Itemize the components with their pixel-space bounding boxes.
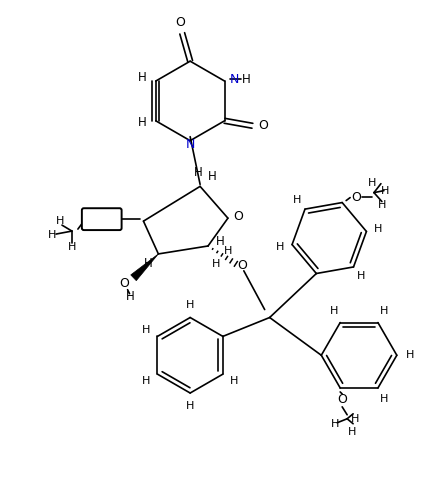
Text: H: H [293, 195, 301, 205]
Text: H: H [215, 235, 224, 247]
Text: H: H [351, 414, 359, 424]
Text: H: H [242, 72, 251, 86]
Text: H: H [378, 200, 386, 209]
Text: H: H [208, 170, 216, 183]
Polygon shape [131, 254, 158, 280]
Text: H: H [368, 178, 376, 188]
Text: H: H [138, 70, 146, 84]
Text: O: O [175, 16, 185, 29]
Text: H: H [329, 306, 338, 316]
Text: N: N [230, 72, 239, 86]
Text: H: H [381, 186, 389, 196]
Text: O: O [351, 191, 361, 204]
Text: H: H [348, 427, 356, 437]
Text: Abs: Abs [92, 214, 112, 224]
Text: O: O [233, 209, 243, 223]
Text: H: H [374, 225, 382, 234]
Text: H: H [186, 401, 194, 411]
Text: H: H [357, 271, 366, 281]
Text: O: O [120, 277, 129, 290]
Text: H: H [380, 394, 389, 404]
Text: H: H [230, 376, 238, 385]
Text: H: H [276, 242, 285, 252]
Text: H: H [144, 258, 153, 270]
Text: O: O [337, 393, 347, 406]
Text: H: H [380, 306, 389, 316]
Text: H: H [186, 299, 194, 310]
Text: H: H [138, 116, 146, 129]
Text: O: O [237, 260, 247, 272]
Text: N: N [185, 138, 195, 151]
Text: H: H [405, 350, 414, 360]
Text: O: O [258, 119, 268, 132]
Text: H: H [212, 259, 220, 269]
FancyBboxPatch shape [82, 208, 122, 230]
Text: H: H [126, 290, 135, 303]
Text: H: H [142, 325, 150, 335]
Text: H: H [48, 230, 56, 240]
Text: H: H [224, 246, 232, 256]
Text: H: H [68, 242, 76, 252]
Text: H: H [142, 376, 150, 385]
Text: H: H [331, 419, 339, 429]
Text: H: H [194, 166, 203, 179]
Text: H: H [56, 216, 64, 226]
